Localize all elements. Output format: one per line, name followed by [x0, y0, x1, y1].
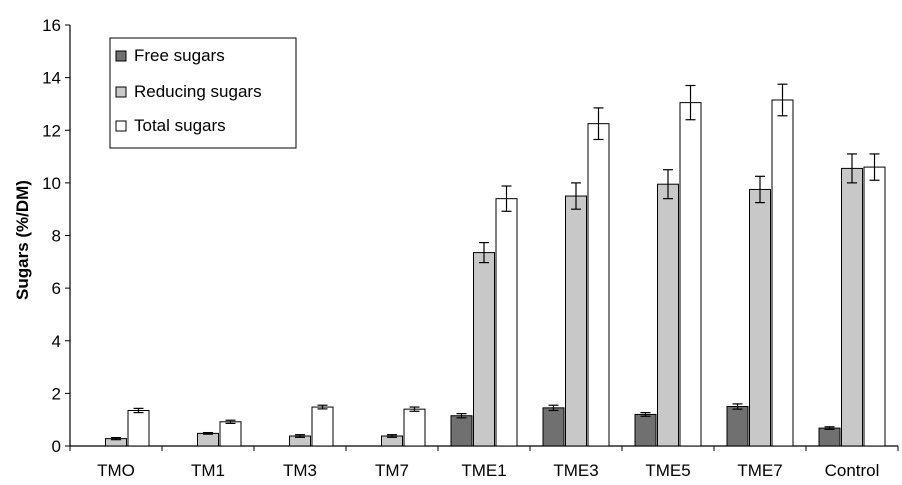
error-bar	[456, 413, 467, 419]
bar-free-sugars-tme3	[542, 407, 565, 447]
y-tick-label: 16	[42, 16, 61, 35]
bar-total-sugars-tme7	[771, 99, 794, 447]
legend: Free sugars Reducing sugars Total sugars	[109, 37, 297, 149]
error-bar	[111, 436, 121, 441]
legend-label-total-sugars: Total sugars	[134, 116, 226, 135]
error-bar	[479, 242, 489, 264]
bar-free-sugars-control	[818, 427, 841, 447]
bar-reducing-sugars-control	[841, 167, 863, 447]
y-tick-label: 14	[42, 69, 61, 88]
bar-total-sugars-tm7	[403, 408, 426, 447]
error-bar	[685, 84, 696, 121]
error-bar	[869, 153, 880, 181]
error-bar	[387, 434, 397, 438]
x-axis-category-labels: TMO TM1 TM3 TM7 TME1 TME3 TME5 TME7 Control	[69, 446, 899, 480]
x-category-label: TM7	[375, 461, 409, 480]
error-bar	[571, 182, 581, 210]
bar-total-sugars-control	[863, 166, 886, 447]
x-category-label: TM3	[283, 461, 317, 480]
y-tick-label: 8	[52, 227, 61, 246]
legend-box	[109, 37, 297, 149]
y-tick-label: 4	[52, 332, 61, 351]
bar-total-sugars-tme1	[495, 198, 518, 447]
error-bar	[755, 175, 765, 204]
x-category-label: Control	[825, 461, 880, 480]
bar-reducing-sugars-tme1	[473, 252, 495, 447]
legend-swatch-reducing-sugars	[115, 86, 127, 98]
bar-total-sugars-tm1	[219, 421, 242, 447]
bar-total-sugars-tm3	[311, 406, 334, 447]
y-axis-label: Sugars (%/DM)	[13, 180, 32, 300]
error-bar	[203, 431, 213, 435]
legend-item-total-sugars: Total sugars	[115, 116, 226, 135]
bar-reducing-sugars-tme7	[749, 188, 771, 447]
x-category-label: TM1	[191, 461, 225, 480]
error-bar	[824, 426, 835, 431]
error-bar	[593, 107, 604, 141]
bars	[105, 99, 886, 447]
error-bar	[501, 185, 512, 212]
error-bar	[295, 434, 305, 438]
y-tick-label: 2	[52, 384, 61, 403]
y-axis-ticks: 0 2 4 6 8 10 12 14 16	[42, 16, 70, 456]
bar-free-sugars-tme1	[450, 415, 473, 447]
bar-reducing-sugars-tm1	[197, 432, 219, 447]
y-tick-label: 6	[52, 279, 61, 298]
x-category-label: TME3	[553, 461, 598, 480]
bar-free-sugars-tme5	[634, 413, 657, 447]
x-category-label: TMO	[97, 461, 135, 480]
x-category-label: TME7	[737, 461, 782, 480]
error-bar	[409, 406, 420, 412]
y-tick-label: 0	[52, 437, 61, 456]
legend-swatch-total-sugars	[115, 120, 127, 132]
x-category-label: TME1	[461, 461, 506, 480]
legend-item-free-sugars: Free sugars	[115, 46, 225, 65]
bar-total-sugars-tme5	[679, 102, 702, 447]
bar-reducing-sugars-tme3	[565, 195, 587, 447]
legend-item-reducing-sugars: Reducing sugars	[115, 82, 262, 101]
bar-total-sugars-tmo	[127, 409, 150, 447]
error-bar	[732, 403, 743, 410]
y-tick-label: 12	[42, 121, 61, 140]
bar-reducing-sugars-tme5	[657, 183, 679, 447]
bar-total-sugars-tme3	[587, 123, 610, 447]
error-bar	[777, 83, 788, 117]
legend-label-free-sugars: Free sugars	[134, 46, 225, 65]
error-bar	[847, 153, 857, 184]
legend-label-reducing-sugars: Reducing sugars	[134, 82, 262, 101]
error-bar	[317, 404, 328, 410]
y-tick-label: 10	[42, 174, 61, 193]
error-bar	[225, 419, 236, 424]
error-bar	[548, 404, 559, 412]
error-bar	[133, 407, 144, 414]
error-bars	[111, 83, 880, 441]
legend-swatch-free-sugars	[115, 50, 127, 62]
error-bar	[640, 411, 651, 417]
bar-free-sugars-tme7	[726, 406, 749, 447]
x-category-label: TME5	[645, 461, 690, 480]
error-bar	[663, 169, 673, 200]
